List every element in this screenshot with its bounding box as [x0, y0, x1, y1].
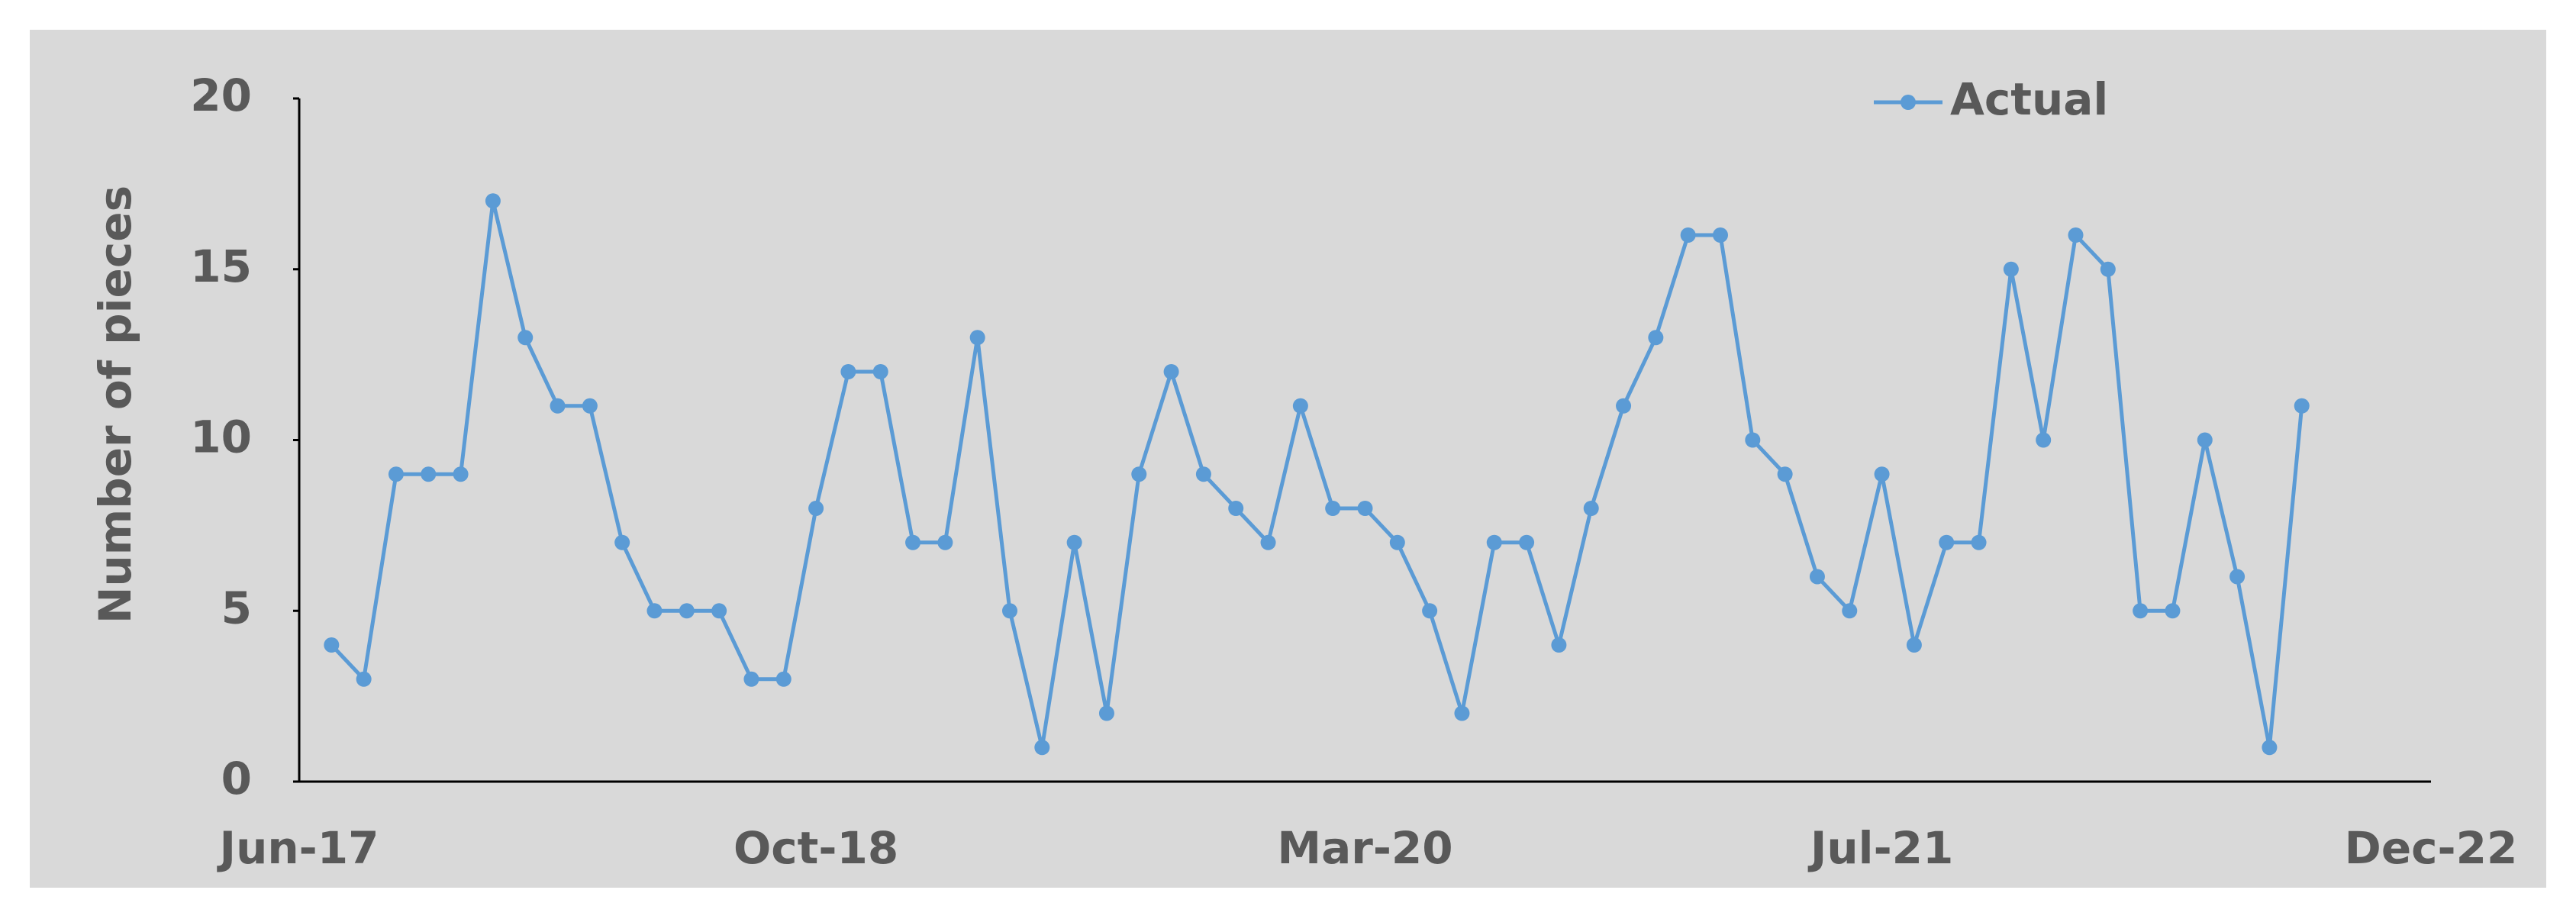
- data-point: [808, 501, 824, 516]
- data-point: [1551, 637, 1567, 653]
- data-point: [582, 398, 598, 414]
- data-point: [453, 466, 469, 482]
- data-point: [1325, 501, 1341, 516]
- x-tick-label: Oct-18: [733, 822, 898, 874]
- data-point: [1777, 466, 1793, 482]
- data-point: [1809, 569, 1825, 585]
- data-point: [2262, 740, 2278, 756]
- legend-marker: [1901, 95, 1916, 110]
- data-point: [2036, 432, 2052, 448]
- data-point: [614, 534, 630, 550]
- data-point: [388, 466, 404, 482]
- data-point: [1648, 330, 1664, 346]
- data-point: [1842, 603, 1858, 619]
- data-point: [2197, 432, 2213, 448]
- data-point: [1745, 432, 1761, 448]
- x-tick-label: Jun-17: [217, 822, 379, 874]
- data-point: [2003, 261, 2019, 277]
- data-point: [1486, 534, 1502, 550]
- y-tick-label: 0: [221, 753, 252, 805]
- data-point: [1874, 466, 1890, 482]
- data-point: [1260, 534, 1276, 550]
- data-point: [2229, 569, 2246, 585]
- data-point: [1519, 534, 1535, 550]
- data-point: [969, 330, 985, 346]
- data-point: [324, 637, 340, 653]
- data-point: [1098, 705, 1114, 721]
- data-point: [1713, 227, 1728, 243]
- data-point: [775, 671, 791, 687]
- data-point: [1228, 501, 1244, 516]
- data-point: [937, 534, 953, 550]
- y-axis-label: Number of pieces: [89, 185, 141, 624]
- data-point: [1616, 398, 1632, 414]
- legend-label: Actual: [1950, 73, 2108, 125]
- data-point: [1131, 466, 1147, 482]
- data-point: [356, 671, 372, 687]
- x-tick-label: Mar-20: [1277, 822, 1452, 874]
- data-point: [2165, 603, 2181, 619]
- data-point: [485, 193, 501, 209]
- x-tick-label: Jul-21: [1807, 822, 1954, 874]
- y-tick-label: 5: [221, 582, 252, 634]
- data-point: [517, 330, 534, 346]
- data-point: [1454, 705, 1470, 721]
- data-point: [1971, 534, 1987, 550]
- data-point: [1939, 534, 1955, 550]
- y-tick-label: 20: [190, 69, 252, 121]
- data-point: [1583, 501, 1599, 516]
- data-point: [2294, 398, 2310, 414]
- data-point: [743, 671, 759, 687]
- data-point: [840, 364, 856, 379]
- data-point: [1292, 398, 1308, 414]
- data-point: [1002, 603, 1017, 619]
- y-tick-label: 10: [190, 411, 252, 463]
- data-point: [1066, 534, 1082, 550]
- data-point: [2133, 603, 2149, 619]
- data-point: [421, 466, 437, 482]
- x-tick-label: Dec-22: [2345, 822, 2518, 874]
- data-point: [1034, 740, 1050, 756]
- data-point: [1195, 466, 1211, 482]
- data-point: [1422, 603, 1438, 619]
- data-point: [646, 603, 663, 619]
- y-tick-label: 15: [190, 240, 252, 292]
- data-point: [1906, 637, 1922, 653]
- data-point: [872, 364, 888, 379]
- data-point: [679, 603, 695, 619]
- data-point: [2100, 261, 2116, 277]
- data-point: [905, 534, 921, 550]
- data-point: [1680, 227, 1696, 243]
- data-point: [550, 398, 566, 414]
- data-point: [2068, 227, 2084, 243]
- data-point: [1389, 534, 1405, 550]
- data-point: [1163, 364, 1179, 379]
- data-point: [1357, 501, 1373, 516]
- data-point: [711, 603, 727, 619]
